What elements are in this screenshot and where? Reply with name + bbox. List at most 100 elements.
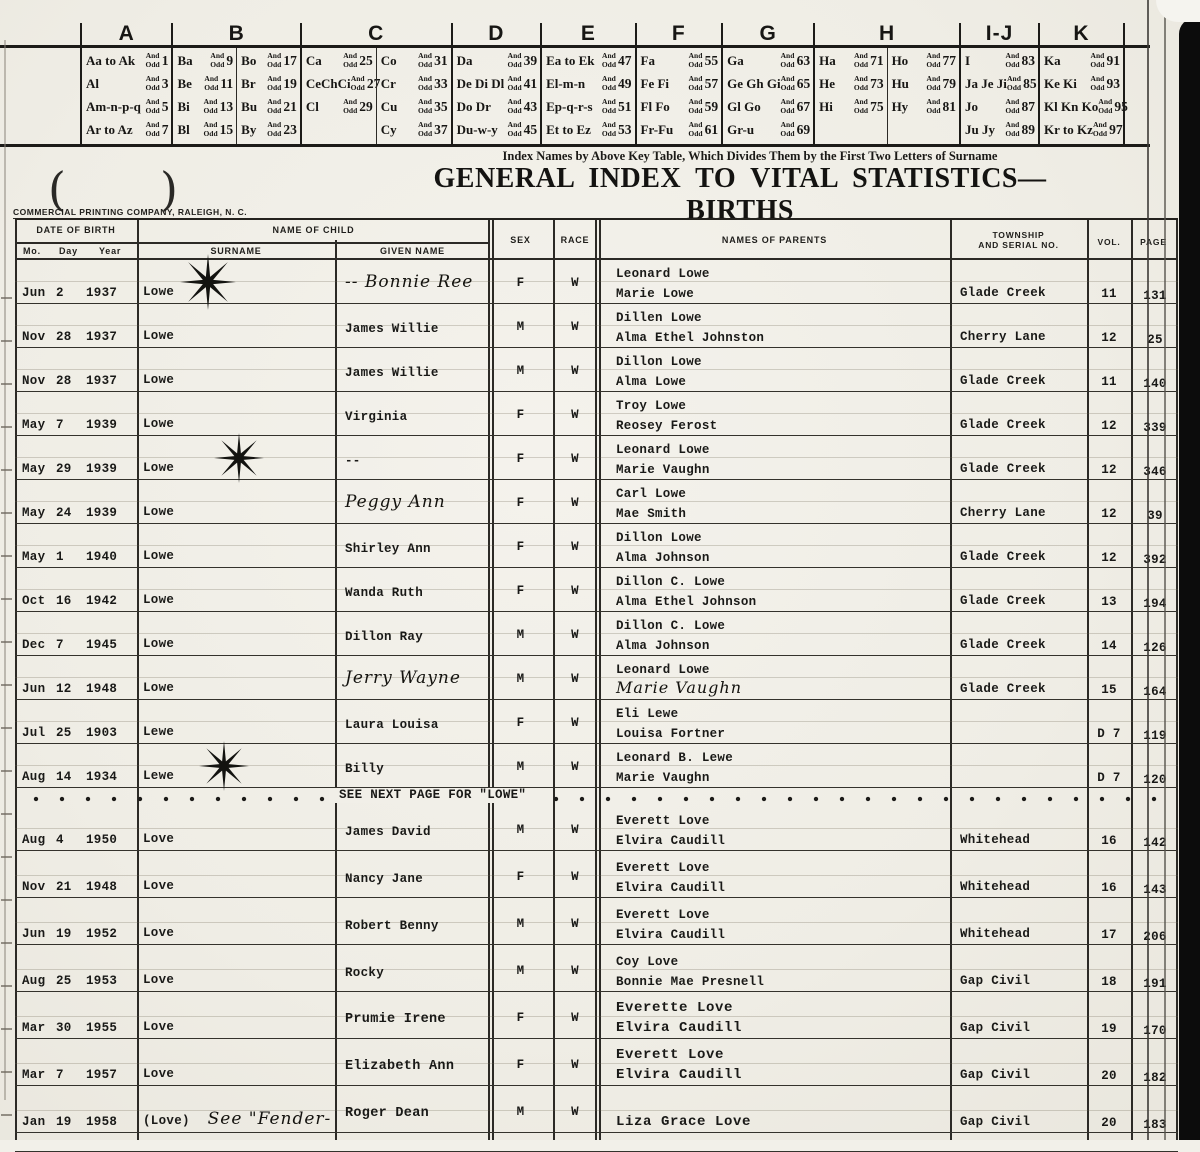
and-odd-note: And Odd [1098, 97, 1113, 115]
and-odd-note: And Odd [203, 97, 218, 115]
key-table-entry: Cr And Odd 33 [381, 72, 448, 95]
given-name: Wanda Ruth [345, 586, 424, 600]
key-page-number: 81 [942, 98, 957, 114]
and-odd-note: And Odd [1090, 51, 1105, 69]
birth-month: Aug [22, 770, 46, 784]
and-odd-note: And Odd [145, 120, 160, 138]
key-page-number: 39 [523, 52, 538, 68]
given-name: Robert Benny [345, 919, 439, 933]
key-range-label: Fa [640, 52, 655, 68]
header-township-line1: TOWNSHIP [992, 230, 1045, 240]
key-table-entry: Bu And Odd 21 [241, 95, 297, 118]
and-odd-note: And Odd [417, 120, 433, 138]
volume-number: D 7 [1097, 727, 1121, 741]
key-table-letter: I-J [985, 22, 1014, 45]
surname-cell: Lowe [143, 500, 184, 520]
key-table-column: Fa And Odd 55 Fe Fi And Odd 57 Fl Fo And Od… [637, 48, 722, 144]
and-odd-note: And Odd [417, 51, 433, 69]
given-name: Dillon Ray [345, 630, 424, 644]
key-table-entry: Fa And Odd 55 [641, 49, 719, 72]
key-table-entry: Da And Odd 39 [457, 49, 538, 72]
mother-name: Mae Smith [616, 507, 687, 521]
birth-day: 7 [56, 1068, 64, 1082]
and-odd-note: And Odd [926, 97, 941, 115]
birth-record-row: Jan 19 1958 (Love) See "Fender- Roger De… [15, 1086, 1178, 1133]
given-name: Shirley Ann [345, 542, 431, 556]
birth-month: Oct [22, 594, 46, 608]
empty-row [15, 1133, 1178, 1152]
key-page-number: 9 [226, 52, 234, 68]
key-table-entry: Ha And Odd 71 [819, 49, 883, 72]
key-page-number: 35 [434, 98, 448, 114]
key-range-label: El-m-n [546, 75, 586, 91]
father-name: Leonard Lowe [616, 443, 710, 457]
birth-month: Jun [22, 927, 46, 941]
birth-day: 30 [56, 1021, 72, 1035]
key-page-number: 85 [1023, 75, 1037, 91]
parents-cell: Everett Love Elvira Caudill [616, 851, 948, 897]
given-name: Peggy Ann [345, 492, 446, 512]
surname: Lowe [143, 461, 175, 475]
parents-cell: Dillon C. Lowe Alma Johnson [616, 612, 948, 655]
father-name: Dillon Lowe [616, 531, 702, 545]
key-table-entry: Hi And Odd 75 [819, 95, 883, 118]
township: Glade Creek [960, 638, 1046, 652]
birth-day: 1 [56, 550, 64, 564]
header-township-line2: AND SERIAL NO. [978, 240, 1059, 250]
surname-cell: Lowe [143, 632, 184, 652]
header-race: RACE [560, 235, 590, 245]
birth-month: Aug [22, 974, 46, 988]
key-range-label: Cu [380, 98, 398, 114]
and-odd-note: And Odd [1006, 74, 1022, 92]
volume-number: 20 [1101, 1069, 1117, 1083]
surname-cell: Lewe [143, 720, 184, 740]
surname-cell: Lowe [143, 280, 184, 300]
mother-name: Elvira Caudill [616, 1067, 743, 1083]
and-odd-note: And Odd [343, 97, 358, 115]
birth-date: Jun 12 1948 [22, 682, 117, 696]
key-page-number: 55 [704, 52, 719, 68]
key-table-entry: Ga And Odd 63 [727, 49, 810, 72]
page-number: 120 [1143, 773, 1167, 787]
father-name: Everette Love [616, 1000, 734, 1016]
race-value: W [571, 584, 579, 598]
race-value: W [571, 964, 579, 978]
key-table-columns: Da And Odd 39 De Di Dl And Odd 41 Do Dr An… [453, 45, 541, 144]
key-page-number: 93 [1106, 75, 1121, 91]
volume-number: 12 [1101, 507, 1117, 521]
township: Gap Civil [960, 1021, 1031, 1035]
key-table-group: F Fa And Odd 55 Fe Fi And Odd 57 Fl Fo And… [634, 23, 722, 144]
key-entry-right: And Odd 89 [1005, 120, 1035, 138]
key-table-entry: Am-n-p-q And Odd 5 [86, 95, 168, 118]
surname-cell: (Love) See "Fender- [143, 1109, 331, 1129]
mother-name: Elvira Caudill [616, 834, 726, 848]
given-name: Prumie Irene [345, 1012, 446, 1027]
birth-date: Jan 19 1958 [22, 1115, 117, 1129]
key-table-column: Ka And Odd 91 Ke Ki And Odd 93 Kl Kn Ko An… [1040, 48, 1128, 144]
key-entry-right: And Odd 19 [267, 74, 297, 92]
key-table-columns: Ba And Odd 9 Be And Odd 11 Bi And Odd 13 Bl… [173, 45, 299, 144]
birth-year: 1937 [86, 374, 118, 388]
sex-value: F [516, 584, 525, 598]
key-entry-right: And Odd 79 [926, 74, 956, 92]
key-entry-right: And Odd 59 [688, 97, 718, 115]
birth-year: 1939 [86, 462, 118, 476]
and-odd-note: And Odd [145, 51, 160, 69]
key-entry-right: And Odd 49 [602, 74, 632, 92]
birth-year: 1952 [86, 927, 118, 941]
key-table-entry: Ca And Odd 25 [306, 49, 373, 72]
key-table-column: I And Odd 83 Ja Je Ji And Odd 85 Jo And Odd… [961, 48, 1038, 144]
given-name: Nancy Jane [345, 872, 424, 886]
key-table-entry: El-m-n And Odd 49 [546, 72, 631, 95]
key-page-number: 45 [523, 121, 538, 137]
surname: Lowe [143, 505, 175, 519]
see-next-page-separator: SEE NEXT PAGE FOR "LOWE" [15, 788, 1178, 804]
key-entry-right: And Odd 3 [146, 74, 169, 92]
parents-cell: Carl Lowe Mae Smith [616, 480, 948, 523]
key-page-number: 51 [618, 98, 632, 114]
birth-year: 1950 [86, 833, 118, 847]
parents-cell: Leonard Lowe Marie Vaughn [616, 656, 948, 699]
key-table-letter: G [759, 22, 777, 45]
birth-year: 1939 [86, 418, 118, 432]
volume-number: 18 [1101, 975, 1117, 989]
